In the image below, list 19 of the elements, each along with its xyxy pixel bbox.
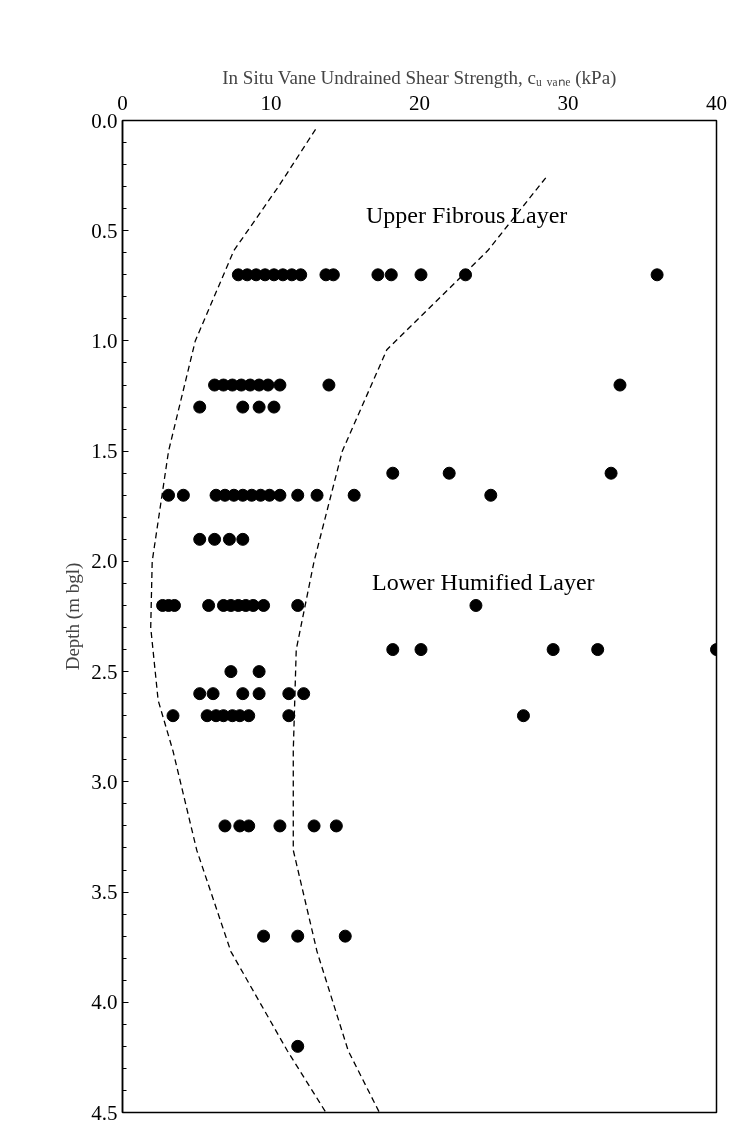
y-tick-label: 3.5 <box>91 880 118 905</box>
y-tick-label: 0.5 <box>91 218 118 243</box>
x-tick-label: 30 <box>557 90 579 115</box>
y-tick-label: 0.0 <box>91 108 118 133</box>
y-tick-label: 3.0 <box>91 769 118 794</box>
y-tick-label: 2.5 <box>91 659 118 684</box>
y-axis-title: Depth (m bgl) <box>62 562 85 671</box>
y-tick-label: 4.0 <box>91 990 118 1015</box>
y-tick-label: 4.5 <box>91 1100 118 1125</box>
y-tick-label: 1.0 <box>91 328 118 353</box>
x-tick-label: 10 <box>260 90 282 115</box>
annotation: Lower Humified Layer <box>371 568 595 595</box>
y-tick-label: 2.0 <box>91 549 118 574</box>
x-tick-label: 0 <box>117 90 128 115</box>
x-axis-title: In Situ Vane Undrained Shear Strength, cᵤ ᵥₐₙₑ (kPa) <box>222 66 617 89</box>
x-tick-label: 20 <box>409 90 430 115</box>
y-tick-label: 1.5 <box>91 439 118 464</box>
annotation: Upper Fibrous Layer <box>366 201 568 228</box>
x-tick-label: 40 <box>706 90 727 115</box>
